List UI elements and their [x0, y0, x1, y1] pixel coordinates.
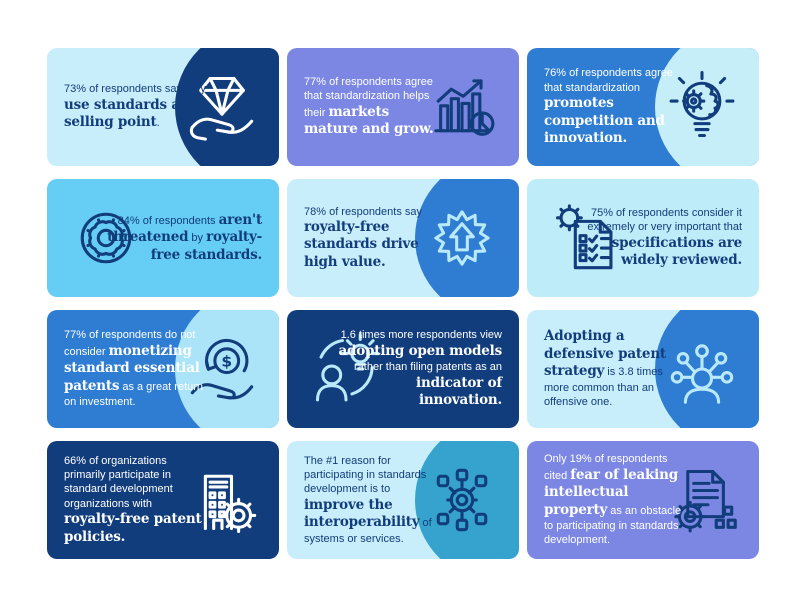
card-text-emphasis: royalty-free patent policies.: [64, 511, 202, 545]
gear-network-icon: [424, 462, 500, 538]
card-text-segment: is 3.8 times more common than an offensi…: [544, 366, 663, 409]
info-card: The #1 reason for participating in stand…: [287, 441, 519, 559]
checklist-gear-icon: [548, 200, 624, 276]
card-text-segment: of systems or services.: [304, 517, 432, 545]
building-gear-icon: [184, 462, 260, 538]
person-network-icon: [664, 331, 740, 407]
card-text-emphasis: use standards as a selling point: [64, 96, 201, 131]
card-text-emphasis: fear of leaking intellectual property: [544, 466, 678, 518]
hand-dollar-refresh-icon: $: [184, 331, 260, 407]
badge-arrow-up-icon: [424, 200, 500, 276]
card-text: 77% of respondents agree that standardiz…: [304, 75, 446, 139]
card-text-segment: 1.6 times more respondents view: [340, 329, 502, 342]
info-card: 76% of respondents agree that standardiz…: [527, 48, 759, 166]
info-card: 84% of respondents aren't threatened by …: [47, 179, 279, 297]
card-text-emphasis: Adopting a defensive patent strategy: [544, 328, 666, 380]
info-card: 66% of organizations primarily participa…: [47, 441, 279, 559]
card-text: Adopting a defensive patent strategy is …: [544, 328, 686, 409]
card-text-segment: 73% of respondents say they: [64, 83, 206, 96]
info-card: $ 77% of respondents do not consider mon…: [47, 310, 279, 428]
card-text-segment: 84% of respondents: [117, 214, 219, 227]
card-text: Only 19% of respondents cited fear of le…: [544, 452, 686, 548]
bulb-brain-gear-icon: [664, 69, 740, 145]
card-text-emphasis: royalty-free standards.: [150, 229, 262, 263]
infographic-grid: 73% of respondents say they use standard…: [47, 48, 759, 559]
card-text-segment: .: [156, 117, 160, 130]
card-text-segment: 75% of respondents consider it extremely…: [587, 207, 742, 234]
card-text-emphasis: royalty-free standards drive high value.: [304, 218, 419, 270]
donut-icon: [68, 200, 144, 276]
card-text: 77% of respondents do not consider monet…: [64, 328, 206, 409]
card-text-emphasis: specifications are widely reviewed.: [611, 234, 742, 269]
diamond-hand-icon: [184, 69, 260, 145]
card-text-emphasis: indicator of innovation.: [416, 374, 502, 409]
card-text-emphasis: markets mature and grow.: [304, 103, 434, 138]
card-text: 76% of respondents agree that standardiz…: [544, 66, 686, 147]
card-text: 75% of respondents consider it extremely…: [572, 206, 742, 270]
card-text: 1.6 times more respondents view adopting…: [332, 328, 502, 409]
info-card: Adopting a defensive patent strategy is …: [527, 310, 759, 428]
accent-circle: [175, 310, 279, 428]
card-text-segment: Only 19% of respondents cited: [544, 453, 668, 482]
person-lightbulb-icon: [308, 331, 384, 407]
card-text-segment: 66% of organizations primarily participa…: [64, 454, 173, 510]
info-card: 75% of respondents consider it extremely…: [527, 179, 759, 297]
card-text-segment: 76% of respondents agree that standardiz…: [544, 67, 674, 94]
card-text-emphasis: improve the interoperability: [304, 496, 420, 531]
card-text: 73% of respondents say they use standard…: [64, 82, 206, 131]
document-gear-icon: [664, 462, 740, 538]
card-text-segment: rather than filing patents as an: [354, 361, 502, 374]
info-card: 78% of respondents say royalty-free stan…: [287, 179, 519, 297]
card-text: 84% of respondents aren't threatened by …: [92, 212, 262, 265]
card-text-emphasis: monetizing standard essential patents: [64, 342, 200, 394]
card-text-segment: as an obstacle to participating in stand…: [544, 504, 682, 547]
card-text-segment: by: [188, 232, 207, 245]
card-text: 66% of organizations primarily participa…: [64, 454, 206, 546]
info-card: 73% of respondents say they use standard…: [47, 48, 279, 166]
card-text-emphasis: promotes competition and innovation.: [544, 94, 665, 147]
card-text-segment: 77% of respondents agree that standardiz…: [304, 76, 434, 119]
info-card: 1.6 times more respondents view adopting…: [287, 310, 519, 428]
card-text-emphasis: aren't threatened: [107, 211, 262, 246]
card-text-segment: 77% of respondents do not consider: [64, 329, 196, 358]
card-text: 78% of respondents say royalty-free stan…: [304, 205, 446, 272]
svg-text:$: $: [221, 353, 232, 371]
card-text-emphasis: adopting open models: [338, 342, 502, 359]
info-card: 77% of respondents agree that standardiz…: [287, 48, 519, 166]
card-text: The #1 reason for participating in stand…: [304, 454, 446, 546]
info-card: Only 19% of respondents cited fear of le…: [527, 441, 759, 559]
card-text-segment: 78% of respondents say: [304, 205, 423, 218]
card-text-segment: The #1 reason for participating in stand…: [304, 454, 427, 496]
bar-chart-growth-icon: [424, 69, 500, 145]
accent-circle: [655, 48, 759, 166]
card-text-segment: as a great return on investment.: [64, 380, 204, 409]
